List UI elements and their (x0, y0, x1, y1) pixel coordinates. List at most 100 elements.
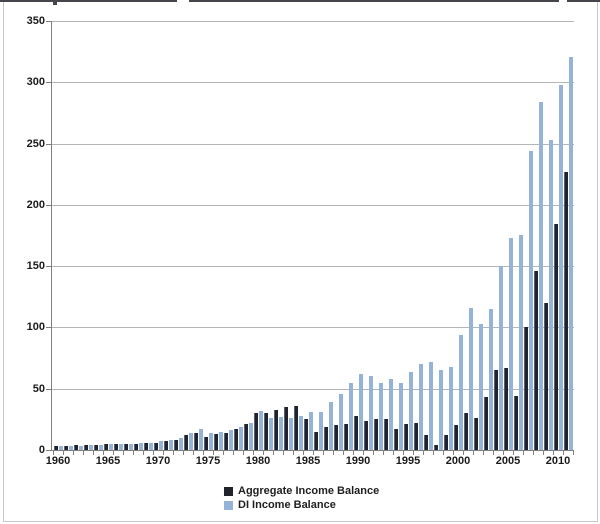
x-axis-tick (423, 451, 424, 455)
y-tick-label-100: 100 (26, 321, 45, 333)
bar-aggregate-1968 (134, 444, 138, 450)
x-axis-tick (103, 451, 104, 455)
bar-aggregate-1986 (314, 432, 318, 450)
x-axis-tick (573, 451, 574, 455)
bar-di-1966 (119, 444, 123, 450)
x-axis-tick (303, 451, 304, 455)
bar-di-1987 (329, 402, 333, 450)
x-tick-label-2005: 2005 (495, 455, 521, 467)
gridline-300 (51, 82, 574, 83)
cropped-title-edge (567, 0, 600, 2)
y-axis-tick-100 (46, 327, 51, 328)
bar-di-1972 (179, 438, 183, 450)
bar-di-1996 (419, 364, 423, 450)
bar-di-1994 (399, 383, 403, 450)
x-axis-tick (53, 451, 54, 455)
bar-aggregate-2009 (544, 303, 548, 450)
bar-aggregate-1999 (444, 435, 448, 450)
x-axis-tick (173, 451, 174, 455)
bar-aggregate-1982 (274, 410, 278, 450)
y-tick-label-300: 300 (26, 76, 45, 88)
bar-di-1977 (229, 430, 233, 450)
bar-aggregate-1975 (204, 437, 208, 450)
x-tick-label-1980: 1980 (245, 455, 271, 467)
bar-di-2003 (489, 309, 493, 450)
y-tick-label-0: 0 (38, 444, 45, 456)
bar-di-1971 (169, 440, 173, 450)
x-axis-tick (263, 451, 264, 455)
x-axis-tick (563, 451, 564, 455)
x-axis-tick (333, 451, 334, 455)
x-axis-tick (213, 451, 214, 455)
x-axis-tick (163, 451, 164, 455)
legend-item-aggregate: Aggregate Income Balance (224, 484, 379, 498)
x-axis-tick (343, 451, 344, 455)
chart-legend: Aggregate Income Balance DI Income Balanc… (224, 484, 379, 512)
y-tick-label-150: 150 (26, 260, 45, 272)
x-axis-tick (63, 451, 64, 455)
x-axis-tick (433, 451, 434, 455)
bar-di-1997 (429, 362, 433, 450)
x-axis-tick (143, 451, 144, 455)
bar-aggregate-1971 (164, 441, 168, 450)
bar-aggregate-1964 (94, 445, 98, 450)
bar-aggregate-1985 (304, 419, 308, 450)
y-axis-tick-150 (46, 266, 51, 267)
bar-di-1980 (259, 411, 263, 450)
x-axis-tick (553, 451, 554, 455)
x-axis-tick (483, 451, 484, 455)
x-axis-tick (383, 451, 384, 455)
bar-aggregate-1970 (154, 443, 158, 450)
bar-di-2000 (459, 335, 463, 450)
bar-di-1965 (109, 444, 113, 450)
x-axis-tick (533, 451, 534, 455)
x-axis-tick (153, 451, 154, 455)
bar-di-1968 (139, 443, 143, 450)
x-axis-tick (123, 451, 124, 455)
bar-di-1984 (299, 416, 303, 450)
legend-label-aggregate: Aggregate Income Balance (238, 485, 380, 497)
bar-di-1983 (289, 418, 293, 450)
bar-aggregate-1960 (54, 446, 58, 450)
bar-aggregate-1972 (174, 440, 178, 450)
bar-aggregate-1996 (414, 423, 418, 450)
bar-di-1970 (159, 441, 163, 450)
bar-di-1992 (379, 383, 383, 450)
bar-aggregate-2005 (504, 368, 508, 450)
x-axis-tick (203, 451, 204, 455)
bar-di-1986 (319, 412, 323, 450)
bar-aggregate-1980 (254, 413, 258, 450)
bar-aggregate-1984 (294, 406, 298, 450)
x-axis-tick (313, 451, 314, 455)
bar-di-1979 (249, 423, 253, 450)
bar-aggregate-2011 (564, 172, 568, 450)
bar-aggregate-2007 (524, 327, 528, 450)
y-axis-tick-0 (46, 450, 51, 451)
x-axis-tick (503, 451, 504, 455)
bar-di-1991 (369, 376, 373, 450)
y-axis-tick-250 (46, 144, 51, 145)
bar-di-1975 (209, 433, 213, 450)
bar-aggregate-1995 (404, 424, 408, 450)
bar-aggregate-1988 (334, 425, 338, 450)
gridline-250 (51, 144, 574, 145)
y-tick-label-50: 50 (32, 383, 45, 395)
bar-di-2001 (469, 308, 473, 450)
bar-aggregate-1966 (114, 444, 118, 450)
bar-di-2008 (539, 102, 543, 450)
x-axis-tick (363, 451, 364, 455)
x-axis-tick (493, 451, 494, 455)
bar-di-2009 (549, 140, 553, 450)
bar-aggregate-1977 (224, 433, 228, 450)
x-axis-tick (393, 451, 394, 455)
bar-di-1974 (199, 429, 203, 450)
y-axis-tick-50 (46, 389, 51, 390)
y-tick-label-200: 200 (26, 199, 45, 211)
x-tick-label-2000: 2000 (445, 455, 471, 467)
bar-di-1995 (409, 372, 413, 450)
bar-di-2007 (529, 151, 533, 450)
y-tick-label-350: 350 (26, 15, 45, 27)
x-axis-tick (233, 451, 234, 455)
bar-di-1967 (129, 444, 133, 450)
